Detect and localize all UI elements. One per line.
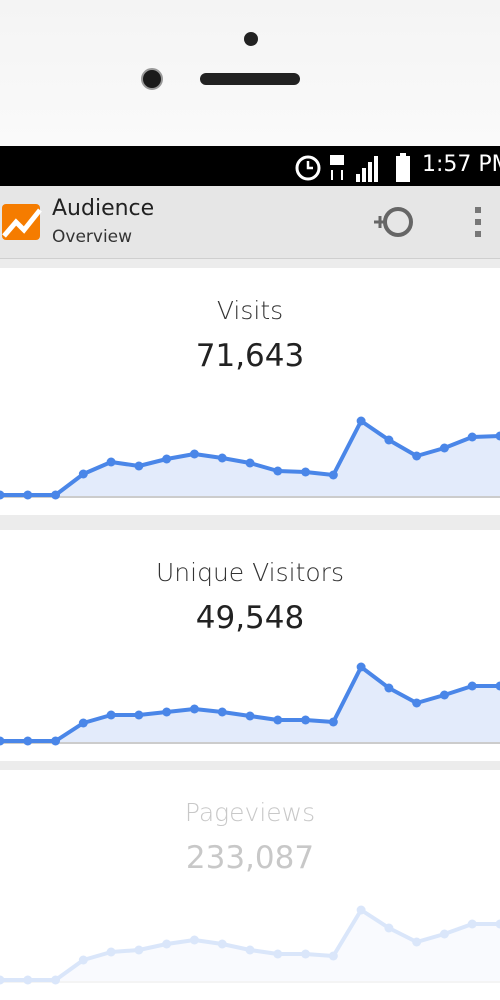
sparkline-point xyxy=(412,937,422,947)
sparkline-point xyxy=(23,490,33,500)
sparkline-point xyxy=(217,707,227,717)
sparkline-point xyxy=(467,919,477,929)
sparkline-point xyxy=(301,467,311,477)
sparkline-point xyxy=(106,457,116,467)
clock: 1:57 PM xyxy=(422,152,500,177)
sparkline-point xyxy=(23,736,33,746)
sparkline-point xyxy=(134,945,144,955)
metric-card[interactable]: Visits 71,643 xyxy=(0,268,500,515)
segment-button[interactable] xyxy=(370,204,420,240)
sparkline-point xyxy=(134,710,144,720)
sparkline-point xyxy=(328,951,338,961)
sparkline-point xyxy=(23,975,33,985)
sparkline-point xyxy=(189,449,199,459)
phone-bezel xyxy=(0,0,500,146)
sparkline-point xyxy=(51,736,61,746)
sparkline-point xyxy=(301,949,311,959)
sparkline-point xyxy=(384,683,394,693)
sparkline-point xyxy=(217,939,227,949)
sparkline-point xyxy=(273,949,283,959)
sparkline-point xyxy=(134,461,144,471)
sparkline-point xyxy=(439,443,449,453)
sparkline-point xyxy=(467,432,477,442)
sparkline-point xyxy=(106,947,116,957)
sparkline-point xyxy=(245,458,255,468)
app-subtitle: Overview xyxy=(52,227,133,247)
sparkline-point xyxy=(51,490,61,500)
sensor xyxy=(244,32,258,46)
card-title: Unique Visitors xyxy=(155,558,344,587)
sparkline-point xyxy=(78,955,88,965)
sparkline-point xyxy=(356,905,366,915)
sparkline-point xyxy=(412,451,422,461)
sparkline-point xyxy=(51,975,61,985)
status-bar: 1:57 PM xyxy=(0,146,500,186)
metric-card[interactable]: Unique Visitors 49,548 xyxy=(0,530,500,761)
sparkline-point xyxy=(78,469,88,479)
metric-card[interactable]: Pageviews 233,087 xyxy=(0,770,500,1000)
sparkline-point xyxy=(384,435,394,445)
sparkline-point xyxy=(273,466,283,476)
sparkline-point xyxy=(217,453,227,463)
sparkline xyxy=(0,662,500,746)
sparkline-point xyxy=(245,945,255,955)
app-bar: Audience Overview xyxy=(0,186,500,259)
sparkline-point xyxy=(356,662,366,672)
sparkline-point xyxy=(495,919,500,929)
content: Visits 71,643 Unique Visitors 49,548 Pagevie… xyxy=(0,259,500,1000)
sparkline xyxy=(0,416,500,500)
card-title: Visits xyxy=(216,296,284,325)
sparkline-point xyxy=(356,416,366,426)
sparkline-point xyxy=(439,690,449,700)
sparkline-point xyxy=(0,736,5,746)
sparkline-point xyxy=(412,698,422,708)
sparkline-point xyxy=(495,681,500,691)
app-logo[interactable] xyxy=(0,200,44,244)
card-value: 71,643 xyxy=(195,338,305,374)
sparkline-point xyxy=(328,717,338,727)
sparkline-point xyxy=(162,454,172,464)
sparkline-point xyxy=(384,923,394,933)
overflow-menu[interactable] xyxy=(470,204,486,240)
sparkline-area xyxy=(0,421,500,497)
sparkline-line xyxy=(0,908,500,982)
sparkline-point xyxy=(78,718,88,728)
sparkline-point xyxy=(0,975,5,985)
sparkline-point xyxy=(106,710,116,720)
sparkline-point xyxy=(162,707,172,717)
sparkline-area xyxy=(0,910,500,982)
sparkline-point xyxy=(328,470,338,480)
card-value: 49,548 xyxy=(195,600,305,636)
sparkline-point xyxy=(273,715,283,725)
card-title: Pageviews xyxy=(184,798,316,827)
sparkline-point xyxy=(439,929,449,939)
sparkline-point xyxy=(189,935,199,945)
sparkline-point xyxy=(189,704,199,714)
sparkline-point xyxy=(301,715,311,725)
sparkline xyxy=(0,905,500,985)
phone-hardware xyxy=(141,32,300,90)
sparkline-point xyxy=(0,490,5,500)
sparkline-area xyxy=(0,667,500,743)
app-title: Audience xyxy=(52,196,155,221)
camera xyxy=(141,68,163,90)
sparkline-point xyxy=(495,431,500,441)
speaker xyxy=(200,73,300,85)
sparkline-point xyxy=(162,939,172,949)
sparkline-point xyxy=(245,711,255,721)
sparkline-point xyxy=(467,681,477,691)
status-icons xyxy=(295,153,410,182)
card-value: 233,087 xyxy=(185,840,315,876)
